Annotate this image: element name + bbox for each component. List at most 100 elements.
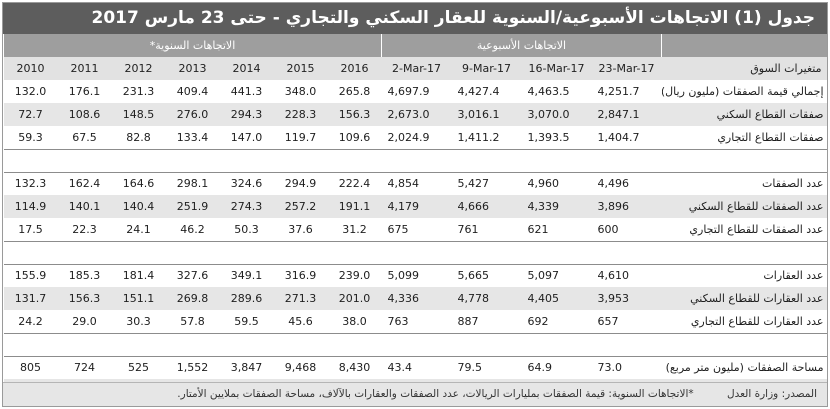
weekly-cell: 4,427.4 [457,85,500,98]
weekly-cell: 4,854 [387,177,420,191]
annual-cell: 45.6 [288,314,313,328]
column-headers: 2010 2011 2012 2013 2014 2015 2016 2-Mar… [3,57,827,80]
weekly-cell: 621 [527,222,549,236]
row-label: عدد العقارات [763,269,824,283]
row-label: عدد العقارات للقطاع السكني [661,287,827,310]
weekly-cell: 4,666 [451,195,522,218]
annual-cell: 67.5 [72,130,97,144]
annual-cell: 131.7 [3,287,58,310]
col-16-mar: 16-Mar-17 [521,57,592,80]
weekly-cell: 600 [597,222,619,236]
row-label: عدد الصفقات للقطاع التجاري [689,222,824,236]
weekly-cell: 5,099 [387,269,420,283]
row-label: صفقات القطاع السكني [661,103,827,126]
table-row: 72.7 108.6 148.5 276.0 294.3 228.3 156.3 2,673.… [3,103,827,126]
row-label: صفقات القطاع التجاري [717,130,824,144]
weekly-cell: 2,847.1 [591,103,662,126]
annual-cell: 201.0 [327,287,382,310]
weekly-cell: 657 [597,314,619,328]
row-label: مساحة الصفقات (مليون متر مربع) [665,361,824,375]
weekly-trends-header: الاتجاهات الأسبوعية [381,34,662,57]
table-row: 59.3 67.5 82.8 133.4 147.0 119.7 109.6 2,024.9 1… [4,126,828,149]
annual-cell: 114.9 [3,195,58,218]
col-23-mar: 23-Mar-17 [591,57,662,80]
weekly-cell: 761 [457,222,479,236]
weekly-cell: 4,960 [527,177,560,191]
annual-cell: 8,430 [338,361,371,375]
annual-cell: 59.5 [234,314,259,328]
annual-cell: 57.8 [180,314,205,328]
annual-cell: 37.6 [288,222,313,236]
weekly-cell: 79.5 [457,361,483,375]
annual-cell: 108.6 [57,103,112,126]
weekly-cell: 4,339 [521,195,592,218]
annual-cell: 181.4 [122,269,155,283]
weekly-cell: 1,404.7 [597,130,640,144]
row-label: عدد الصفقات [761,177,824,191]
annual-cell: 185.3 [68,269,101,283]
col-2012: 2012 [111,57,166,80]
annual-cell: 148.5 [111,103,166,126]
annual-cell: 162.4 [68,177,101,191]
annual-cell: 22.3 [72,222,97,236]
annual-cell: 17.5 [18,222,43,236]
weekly-cell: 675 [387,222,409,236]
weekly-cell: 692 [527,314,549,328]
row-label: عدد الصفقات للقطاع السكني [661,195,827,218]
annual-cell: 222.4 [338,177,371,191]
annual-cell: 724 [74,361,95,375]
weekly-cell: 64.9 [527,361,553,375]
annual-cell: 38.0 [342,314,367,328]
annual-cell: 257.2 [273,195,328,218]
weekly-cell: 5,665 [457,269,490,283]
annual-cell: 119.7 [284,130,317,144]
annual-cell: 109.6 [338,130,371,144]
weekly-cell: 5,097 [527,269,560,283]
row-label: عدد العقارات للقطاع التجاري [690,314,824,328]
annual-cell: 46.2 [180,222,205,236]
annual-cell: 348.0 [284,85,317,98]
annual-cell: 155.9 [14,269,47,283]
annual-cell: 274.3 [219,195,274,218]
annual-trends-header: *الاتجاهات السنوية [3,34,382,57]
footer-bar: المصدر: وزارة العدل *الاتجاهات السنوية: … [3,382,827,406]
annual-cell: 276.0 [165,103,220,126]
annual-cell: 441.3 [230,85,263,98]
annual-cell: 9,468 [284,361,317,375]
annual-cell: 327.6 [176,269,209,283]
annual-cell: 156.3 [57,287,112,310]
market-trends-table: *الاتجاهات السنوية الاتجاهات الأسبوعية 2… [3,34,828,406]
weekly-cell: 73.0 [597,361,623,375]
annual-cell: 228.3 [273,103,328,126]
col-2013: 2013 [165,57,220,80]
row-label: إجمالي قيمة الصفقات (مليون ريال) [661,85,824,98]
annual-cell: 349.1 [230,269,263,283]
annual-cell: 294.9 [284,177,317,191]
annual-cell: 132.3 [14,177,47,191]
weekly-cell: 4,405 [521,287,592,310]
annual-cell: 805 [20,361,41,375]
weekly-cell: 5,427 [457,177,490,191]
weekly-cell: 2,024.9 [387,130,430,144]
annual-cell: 298.1 [176,177,209,191]
annual-cell: 294.3 [219,103,274,126]
weekly-cell: 1,411.2 [457,130,500,144]
weekly-cell: 3,953 [591,287,662,310]
annual-cell: 50.3 [234,222,259,236]
annual-cell: 289.6 [219,287,274,310]
annual-cell: 269.8 [165,287,220,310]
col-9-mar: 9-Mar-17 [451,57,522,80]
table-row: 132.3 162.4 164.6 298.1 324.6 294.9 222.4 4,854… [4,172,828,195]
annual-cell: 132.0 [14,85,47,98]
annual-cell: 1,552 [176,361,209,375]
annual-cell: 231.3 [122,85,155,98]
annual-cell: 72.7 [3,103,58,126]
weekly-cell: 3,070.0 [521,103,592,126]
col-2014: 2014 [219,57,274,80]
weekly-cell: 1,393.5 [527,130,570,144]
col-2010: 2010 [3,57,58,80]
annual-cell: 147.0 [230,130,263,144]
annual-cell: 265.8 [338,85,371,98]
weekly-cell: 4,496 [597,177,630,191]
